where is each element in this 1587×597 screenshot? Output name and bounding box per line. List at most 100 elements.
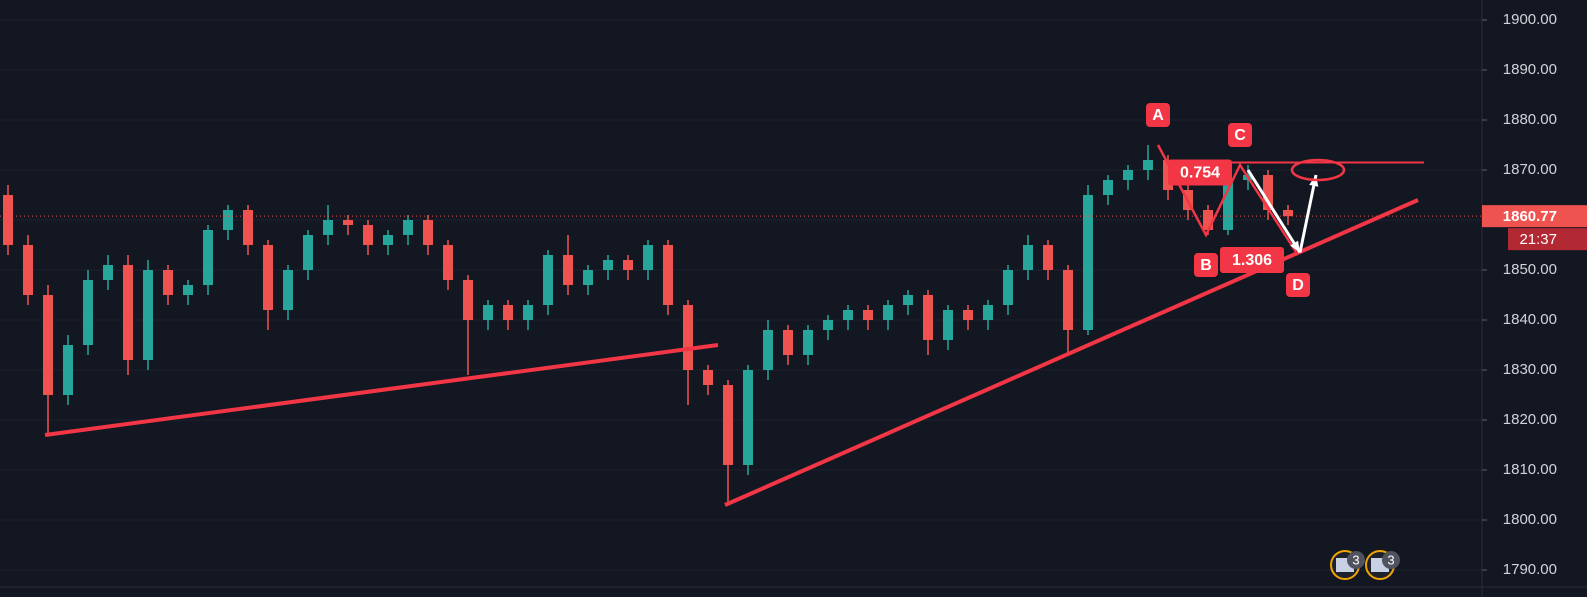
candle-body — [723, 385, 733, 465]
y-tick-label: 1850.00 — [1503, 261, 1557, 278]
event-count: 3 — [1387, 552, 1394, 567]
candle-body — [443, 245, 453, 280]
candle-body — [823, 320, 833, 330]
pattern-point-box — [1146, 103, 1170, 127]
candle-body — [163, 270, 173, 295]
candle-body — [603, 260, 613, 270]
candle-body — [303, 235, 313, 270]
candle-body — [1223, 180, 1233, 230]
arrow-head — [1290, 240, 1300, 253]
candle-body — [1143, 160, 1153, 170]
candle-body — [883, 305, 893, 320]
candle-body — [463, 280, 473, 320]
ratio-label: 1.306 — [1232, 252, 1272, 269]
candle-body — [623, 260, 633, 270]
countdown-tag — [1508, 228, 1587, 251]
ratio-box — [1220, 247, 1284, 273]
pattern-point-box — [1228, 123, 1252, 147]
candle-body — [223, 210, 233, 230]
candle-body — [803, 330, 813, 355]
candle-body — [963, 310, 973, 320]
event-count-box — [1347, 551, 1365, 569]
y-tick-label: 1870.00 — [1503, 161, 1557, 178]
candle-body — [743, 370, 753, 465]
pattern-point-label: A — [1152, 107, 1164, 124]
candle-body — [103, 265, 113, 280]
trendline — [724, 198, 1419, 507]
pattern-point-label: C — [1234, 127, 1246, 144]
candle-body — [863, 310, 873, 320]
candle-body — [1263, 175, 1273, 210]
candle-body — [683, 305, 693, 370]
candle-body — [43, 295, 53, 395]
candle-body — [583, 270, 593, 285]
candle-body — [503, 305, 513, 320]
y-tick-label: 1810.00 — [1503, 461, 1557, 478]
price-tag — [1482, 205, 1587, 228]
candle-body — [1083, 195, 1093, 330]
candle-body — [783, 330, 793, 355]
candle-body — [323, 220, 333, 235]
candle-body — [643, 245, 653, 270]
y-tick-label: 1800.00 — [1503, 511, 1557, 528]
y-tick-label: 1900.00 — [1503, 11, 1557, 28]
candle-body — [923, 295, 933, 340]
candle-body — [183, 285, 193, 295]
candle-body — [1003, 270, 1013, 305]
candle-body — [263, 245, 273, 310]
candle-body — [1043, 245, 1053, 270]
pattern-line — [1156, 144, 1300, 256]
candle-body — [23, 245, 33, 295]
ratio-box — [1168, 159, 1232, 186]
candle-body — [343, 220, 353, 225]
candle-body — [983, 305, 993, 320]
arrow — [1298, 174, 1318, 253]
candle-body — [523, 305, 533, 320]
pattern-point-box — [1194, 253, 1218, 277]
pattern-point-box — [1286, 273, 1310, 297]
ratio-label: 0.754 — [1180, 165, 1220, 182]
countdown-label: 21:37 — [1519, 231, 1557, 248]
y-tick-label: 1890.00 — [1503, 61, 1557, 78]
candle-body — [243, 210, 253, 245]
price-tag-label: 1860.77 — [1503, 208, 1557, 225]
trendline — [44, 343, 719, 437]
candle-body — [943, 310, 953, 340]
candle-body — [903, 295, 913, 305]
candle-body — [843, 310, 853, 320]
y-tick-label: 1830.00 — [1503, 361, 1557, 378]
pattern-point-label: D — [1292, 277, 1304, 294]
candle-body — [543, 255, 553, 305]
candle-body — [1203, 210, 1213, 230]
candle-body — [763, 330, 773, 370]
candle-body — [703, 370, 713, 385]
candle-body — [363, 225, 373, 245]
event-count-box — [1382, 551, 1400, 569]
candle-body — [3, 195, 13, 245]
candle-body — [423, 220, 433, 245]
y-tick-label: 1880.00 — [1503, 111, 1557, 128]
candle-body — [203, 230, 213, 285]
target-zone — [1290, 158, 1346, 182]
arrow — [1246, 169, 1302, 254]
candle-body — [143, 270, 153, 360]
y-tick-label: 1840.00 — [1503, 311, 1557, 328]
candle-body — [63, 345, 73, 395]
candle-body — [283, 270, 293, 310]
y-tick-label: 1820.00 — [1503, 411, 1557, 428]
candle-body — [1063, 270, 1073, 330]
candle-body — [383, 235, 393, 245]
candle-body — [83, 280, 93, 345]
candle-body — [403, 220, 413, 235]
candle-body — [1103, 180, 1113, 195]
candle-body — [1123, 170, 1133, 180]
pattern-point-label: B — [1200, 257, 1212, 274]
candle-body — [563, 255, 573, 285]
candle-body — [483, 305, 493, 320]
candle-body — [1283, 210, 1293, 217]
candle-body — [123, 265, 133, 360]
candle-body — [663, 245, 673, 305]
